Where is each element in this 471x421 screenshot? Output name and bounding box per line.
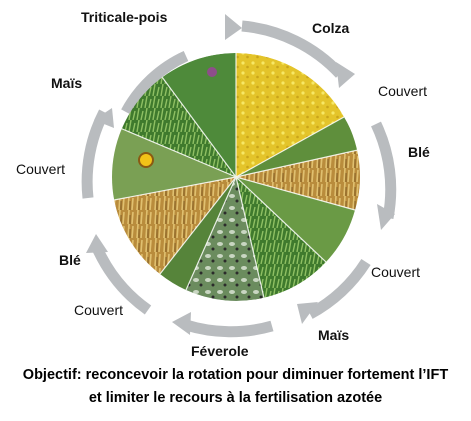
faba-bean-crop-photo <box>186 177 264 301</box>
arrow-head <box>377 204 395 230</box>
arrow-head <box>94 108 114 128</box>
wheat-crop-photo <box>114 177 236 274</box>
stage-label-ble: Blé <box>408 144 430 160</box>
cover-crop-photo <box>160 177 236 290</box>
stage-label-couvert: Couvert <box>74 302 123 318</box>
arrow-head <box>297 302 318 324</box>
maize-crop-photo <box>120 77 236 177</box>
cover-crop-photo <box>236 117 358 177</box>
cover-crop-photo <box>236 177 355 262</box>
arrow-segment <box>241 20 345 78</box>
triticale-pea-crop-photo <box>162 53 236 177</box>
objective-caption: Objectif: reconcevoir la rotation pour d… <box>0 364 471 410</box>
stage-label-mais: Maïs <box>51 75 82 91</box>
crop-rotation-diagram: Triticale-pois Colza Couvert Blé Couvert… <box>16 9 430 359</box>
caption-line: Objectif: reconcevoir la rotation pour d… <box>22 367 449 383</box>
caption-line: et limiter le recours à la fertilisation… <box>88 390 383 406</box>
arrow-segment <box>184 319 274 338</box>
arrow-segment <box>81 109 109 199</box>
stage-label-triticale-pois: Triticale-pois <box>81 9 168 25</box>
cover-crop-photo <box>112 128 236 200</box>
arrow-head <box>172 312 191 335</box>
arrow-segment <box>121 50 189 115</box>
arrow-head <box>336 62 355 88</box>
arrow-head <box>225 14 242 40</box>
stage-label-feverole: Féverole <box>191 343 249 359</box>
sunflower-icon <box>138 152 154 168</box>
stage-label-couvert: Couvert <box>371 264 420 280</box>
stage-label-ble: Blé <box>59 252 81 268</box>
wheat-crop-photo <box>236 150 360 210</box>
pea-flower-icon <box>207 67 217 77</box>
arrow-segment <box>371 121 397 220</box>
maize-crop-photo <box>236 177 326 298</box>
arrow-segment <box>93 247 152 315</box>
stage-label-couvert: Couvert <box>16 161 65 177</box>
crop-photo-pie <box>112 53 360 301</box>
arrow-segment <box>307 258 371 319</box>
stage-label-couvert: Couvert <box>378 83 427 99</box>
rapeseed-crop-photo <box>236 53 344 177</box>
stage-label-colza: Colza <box>312 20 350 36</box>
arrow-head <box>86 234 108 253</box>
stage-label-mais: Maïs <box>318 327 349 343</box>
rotation-arrow-ring <box>81 14 397 338</box>
